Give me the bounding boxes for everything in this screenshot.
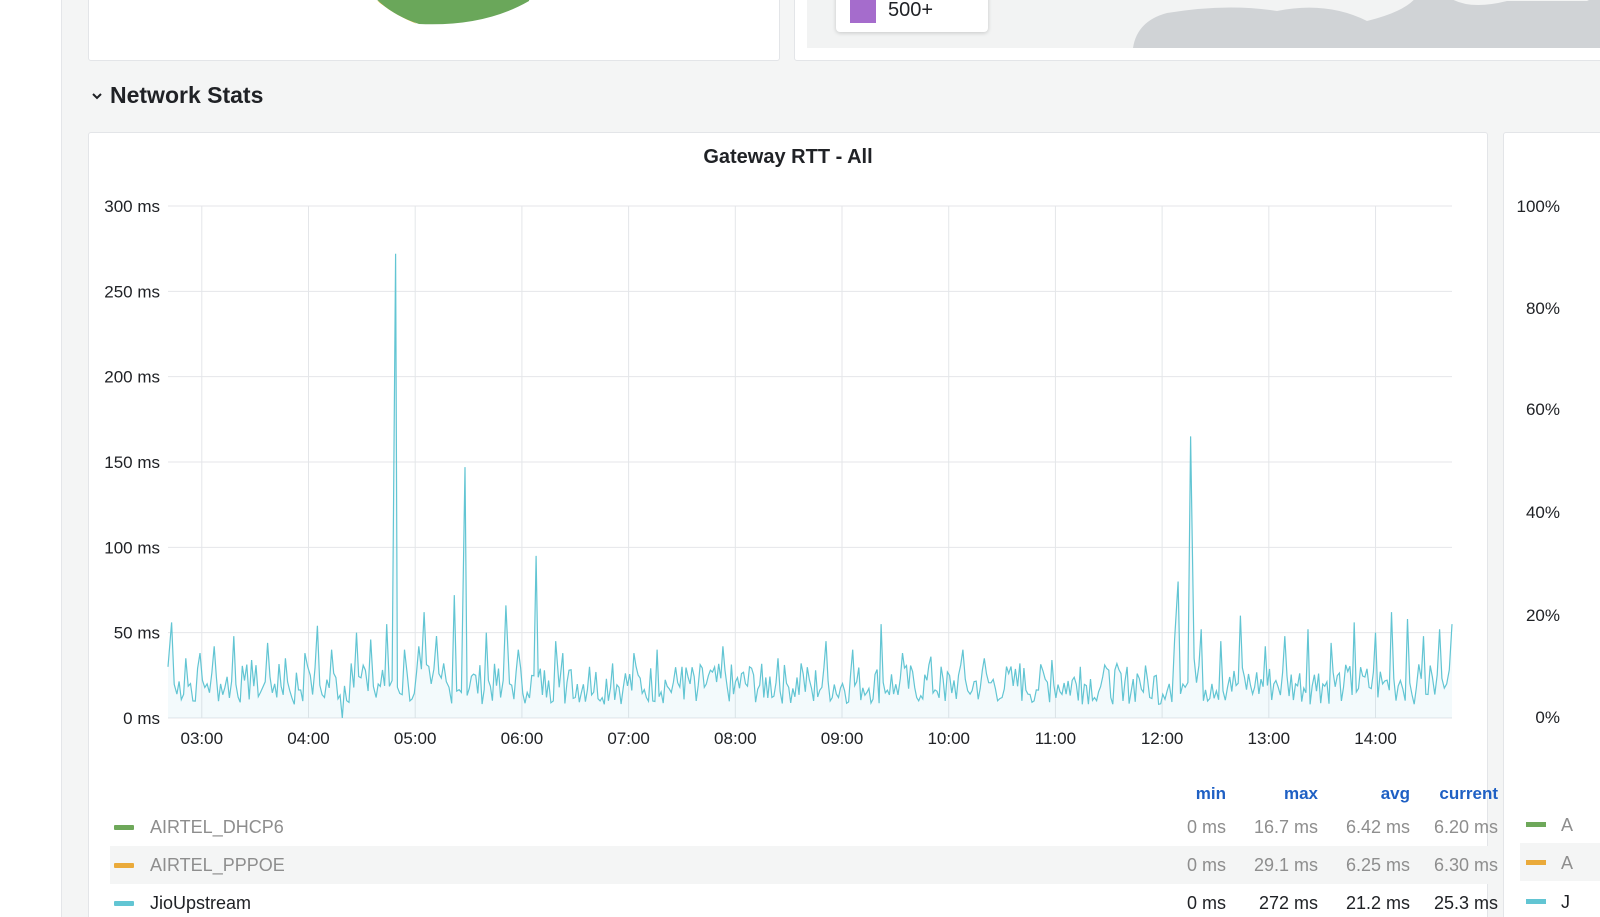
sidebar	[0, 0, 62, 917]
legend-swatch	[114, 900, 134, 906]
legend-table: min max avg current AIRTEL_DHCP6 0 ms 16…	[110, 780, 1502, 917]
right-chart-panel	[1503, 132, 1600, 917]
legend-series-name[interactable]: AIRTEL_DHCP6	[150, 816, 284, 837]
pie-slice-green	[377, 0, 530, 25]
y-tick-label: 300 ms	[104, 197, 160, 216]
legend-min: 0 ms	[1186, 854, 1226, 875]
y-axis-ticks: 0 ms 50 ms 100 ms 150 ms 200 ms 250 ms 300 ms	[104, 197, 160, 728]
legend-current: 6.30 ms	[1433, 854, 1498, 875]
row-title: Network Stats	[110, 82, 264, 108]
legend-row-airtel-pppoe[interactable]: AIRTEL_PPPOE 0 ms 29.1 ms 6.25 ms 6.30 m…	[110, 846, 1502, 884]
legend-label: 500+	[888, 0, 934, 21]
legend-row-jioupstream[interactable]: JioUpstream 0 ms 272 ms 21.2 ms 25.3 ms	[110, 884, 1502, 917]
legend-row-airtel-dhcp6[interactable]: AIRTEL_DHCP6 0 ms 16.7 ms 6.42 ms 6.20 m…	[110, 808, 1502, 846]
chart-grid	[168, 205, 1452, 719]
legend-series-name[interactable]: AIRTEL_PPPOE	[150, 854, 285, 875]
series-line-jioupstream[interactable]	[167, 253, 1453, 719]
legend-avg: 6.25 ms	[1345, 854, 1410, 875]
legend-current: 25.3 ms	[1433, 892, 1498, 913]
y-tick-label: 100 ms	[104, 538, 160, 557]
legend-avg: 21.2 ms	[1345, 892, 1410, 913]
x-tick-label: 04:00	[287, 729, 330, 748]
panel-title[interactable]: Gateway RTT - All	[703, 146, 873, 168]
y-tick-label: 250 ms	[104, 282, 160, 301]
x-tick-label: 08:00	[714, 729, 757, 748]
y-tick-label: 50 ms	[114, 624, 160, 643]
legend-col-avg[interactable]: avg	[1380, 784, 1410, 803]
y-tick-label: 0 ms	[123, 709, 160, 728]
pie-chart	[376, 0, 530, 25]
row-header-network-stats[interactable]: Network Stats	[90, 82, 263, 109]
y-tick-label: 200 ms	[104, 368, 160, 387]
gateway-rtt-panel	[88, 132, 1488, 917]
x-tick-label: 12:00	[1141, 729, 1184, 748]
x-tick-label: 10:00	[927, 729, 970, 748]
x-tick-label: 03:00	[181, 729, 224, 748]
y-tick-label: 150 ms	[104, 453, 160, 472]
x-tick-label: 13:00	[1248, 729, 1291, 748]
x-tick-label: 05:00	[394, 729, 437, 748]
legend-col-max[interactable]: max	[1283, 784, 1318, 803]
series-area-jioupstream	[168, 253, 1452, 719]
legend-series-name[interactable]: JioUpstream	[150, 892, 252, 913]
legend-max: 272 ms	[1258, 892, 1318, 913]
chevron-down-icon	[92, 92, 102, 99]
legend-max: 16.7 ms	[1253, 816, 1318, 837]
legend-col-min[interactable]: min	[1195, 784, 1226, 803]
pie-chart-panel	[88, 0, 780, 61]
x-tick-label: 06:00	[501, 729, 544, 748]
legend-swatch-purple	[850, 0, 876, 23]
x-tick-label: 11:00	[1035, 729, 1076, 748]
x-axis-ticks: 03:00 04:00 05:00 06:00 07:00 08:00 09:00 10:00…	[181, 729, 1397, 748]
legend-swatch	[114, 862, 134, 868]
legend-max: 29.1 ms	[1253, 854, 1318, 875]
legend-current: 6.20 ms	[1433, 816, 1498, 837]
chart-series	[167, 253, 1453, 719]
map-landmass	[1133, 0, 1600, 48]
legend-min: 0 ms	[1186, 892, 1226, 913]
map-legend: 500+	[836, 0, 988, 32]
x-tick-label: 14:00	[1354, 729, 1397, 748]
legend-min: 0 ms	[1186, 816, 1226, 837]
legend-avg: 6.42 ms	[1345, 816, 1410, 837]
legend-col-current[interactable]: current	[1439, 784, 1498, 803]
legend-header: min max avg current	[110, 780, 1502, 808]
x-tick-label: 09:00	[821, 729, 864, 748]
x-tick-label: 07:00	[607, 729, 650, 748]
legend-swatch	[114, 824, 134, 830]
